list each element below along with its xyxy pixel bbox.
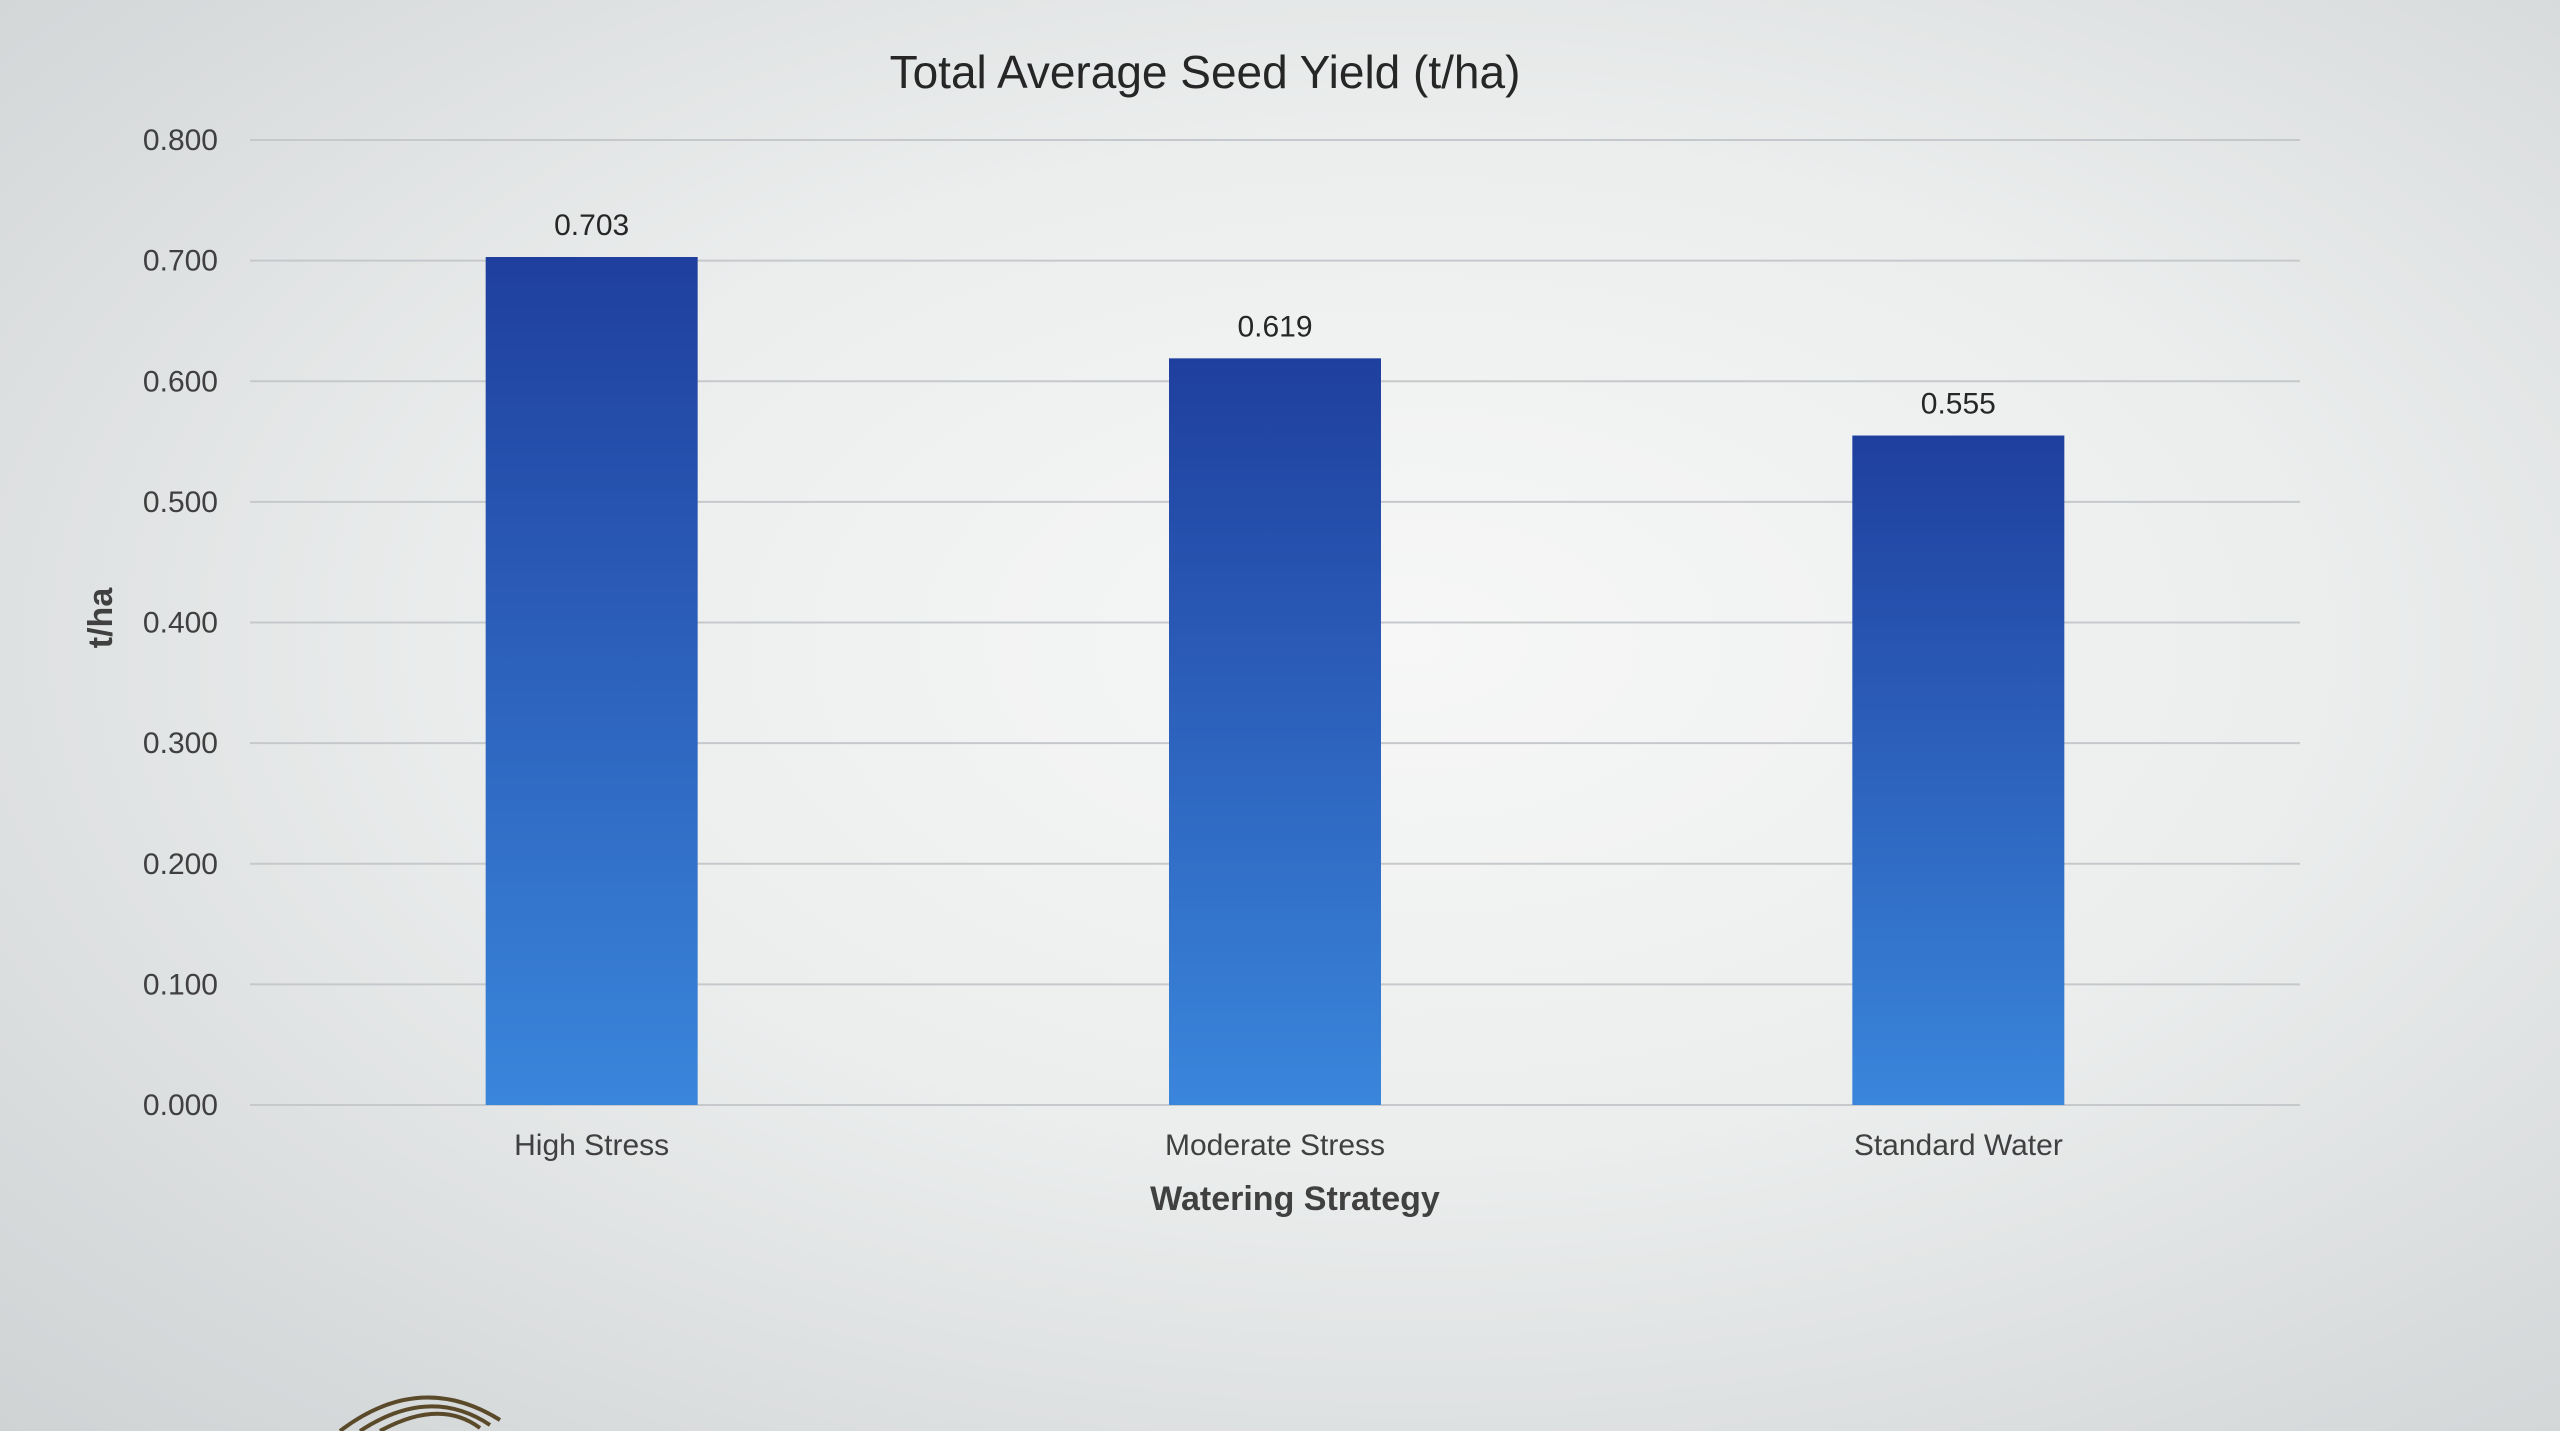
- data-label: 0.703: [554, 209, 629, 242]
- y-tick-label: 0.300: [143, 727, 218, 760]
- bar: [1852, 435, 2065, 1105]
- x-axis-title: Watering Strategy: [1150, 1180, 1440, 1218]
- x-axis-category-labels: High Stress Moderate Stress Standard Water: [514, 1129, 2063, 1162]
- chart-title: Total Average Seed Yield (t/ha): [890, 46, 1521, 98]
- bar: [485, 257, 698, 1106]
- y-tick-label: 0.500: [143, 486, 218, 519]
- bars: [485, 257, 2065, 1106]
- x-category-label: Standard Water: [1854, 1129, 2063, 1162]
- bar: [1169, 358, 1381, 1105]
- corner-logo-graphic: [338, 1395, 502, 1431]
- x-category-label: Moderate Stress: [1165, 1129, 1385, 1162]
- data-label: 0.619: [1237, 310, 1312, 343]
- y-tick-label: 0.100: [143, 968, 218, 1001]
- data-labels: 0.703 0.619 0.555: [554, 209, 1996, 421]
- y-tick-label: 0.600: [143, 365, 218, 398]
- x-category-label: High Stress: [514, 1129, 669, 1162]
- y-tick-label: 0.400: [143, 607, 218, 640]
- data-label: 0.555: [1921, 388, 1996, 421]
- y-tick-label: 0.800: [143, 124, 218, 157]
- y-tick-label: 0.700: [143, 245, 218, 278]
- y-axis-title: t/ha: [82, 587, 120, 649]
- y-tick-label: 0.000: [143, 1089, 218, 1122]
- y-tick-label: 0.200: [143, 848, 218, 881]
- y-axis-tick-labels: 0.000 0.100 0.200 0.300 0.400 0.500 0.600 0.700…: [143, 124, 218, 1122]
